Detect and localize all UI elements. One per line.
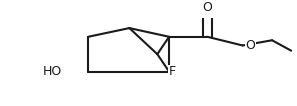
Text: O: O [246,39,255,52]
Text: O: O [203,1,212,14]
Text: HO: HO [42,65,62,78]
Text: F: F [169,66,176,78]
Text: O: O [246,39,255,52]
Text: F: F [169,66,176,78]
Text: O: O [203,1,212,14]
Text: HO: HO [42,65,62,78]
